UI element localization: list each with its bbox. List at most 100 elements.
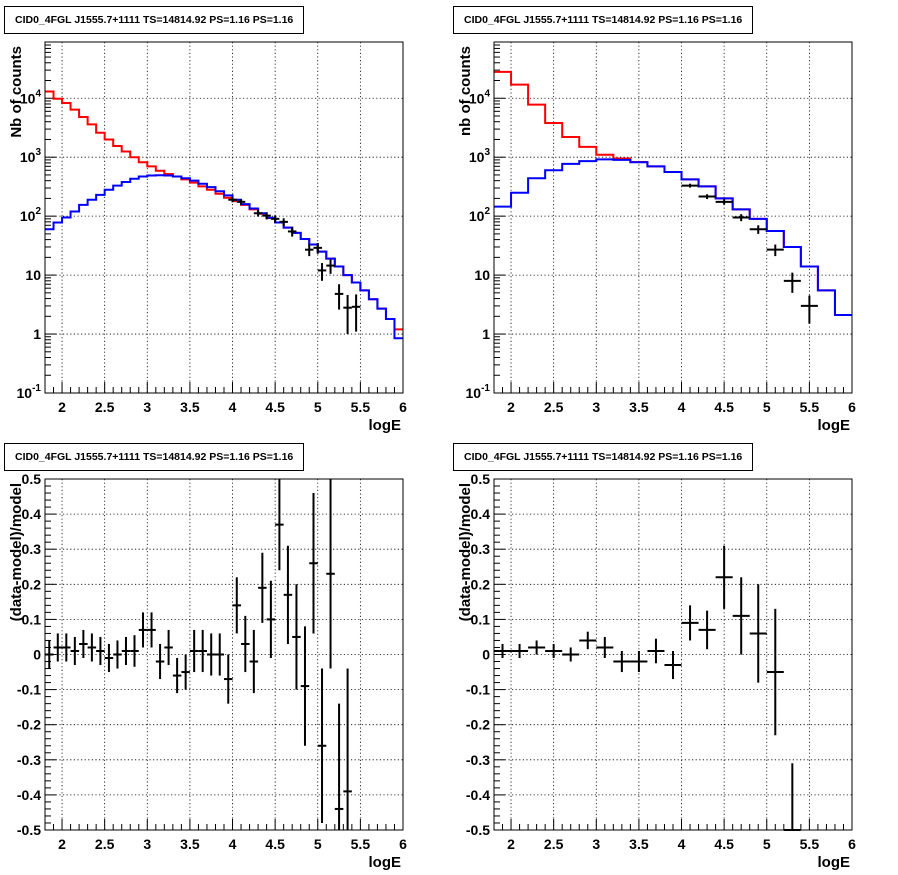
x-tick-label: 2.5	[95, 399, 115, 415]
data-point	[283, 545, 293, 644]
data-point	[236, 199, 246, 205]
y-tick-label: 10-1	[17, 383, 42, 401]
chart-title: CID0_4FGL J1555.7+1111 TS=14814.92 PS=1.…	[4, 443, 305, 471]
data-point	[53, 633, 63, 662]
x-tick-label: 2	[507, 399, 515, 415]
data-point	[766, 244, 784, 257]
y-tick-label: 103	[469, 147, 491, 165]
chart-svg: 2 2.5 3 3.5 4 4.5 5 5.5 6 -0.5 -0.4 -0.3 -0.2 -0.1 0 0.…	[457, 471, 856, 871]
x-tick-label: 4	[678, 399, 686, 415]
data-point	[317, 668, 327, 823]
data-point	[113, 640, 122, 669]
y-tick-label: 0.5	[471, 471, 491, 487]
data-point	[326, 479, 335, 669]
y-tick-label: 0.3	[22, 541, 42, 557]
data-point	[630, 650, 648, 673]
x-tick-label: 4.5	[265, 836, 285, 852]
data-point	[783, 272, 801, 293]
data-point	[334, 703, 344, 830]
data-point	[545, 643, 563, 659]
y-axis-label: nb of counts	[457, 46, 474, 136]
y-tick-label: 0	[33, 647, 41, 663]
data-point	[732, 214, 750, 222]
data-point	[253, 210, 263, 217]
y-tick-label: 0.3	[471, 541, 491, 557]
y-axis-label: Nb of counts	[8, 46, 25, 138]
y-axis-label: (data-model)/model	[8, 483, 25, 621]
panel-bottom-right: CID0_4FGL J1555.7+1111 TS=14814.92 PS=1.…	[449, 437, 898, 874]
x-tick-label: 5.5	[800, 836, 820, 852]
x-tick-label: 5.5	[351, 836, 371, 852]
x-axis-label: logE	[369, 854, 402, 871]
x-tick-label: 4	[229, 399, 237, 415]
x-tick-label: 3.5	[180, 836, 200, 852]
x-tick-label: 3.5	[629, 399, 649, 415]
y-tick-label: 1	[482, 326, 490, 342]
data-point	[766, 608, 784, 736]
data-point	[279, 218, 288, 227]
data-point	[304, 244, 314, 257]
panel-bottom-left: CID0_4FGL J1555.7+1111 TS=14814.92 PS=1.…	[0, 437, 449, 874]
y-tick-label: 0.4	[22, 506, 42, 522]
data-point	[647, 638, 665, 664]
plot-area	[494, 42, 852, 393]
data-point	[494, 643, 512, 659]
x-tick-label: 3.5	[180, 399, 200, 415]
data-point	[262, 212, 271, 220]
data-point	[317, 263, 327, 281]
chart-title: CID0_4FGL J1555.7+1111 TS=14814.92 PS=1.…	[4, 6, 305, 34]
data-point	[343, 668, 352, 830]
y-tick-label: 104	[20, 88, 42, 106]
plot-frame	[44, 41, 404, 394]
plot-frame	[44, 478, 404, 831]
data-point	[681, 605, 699, 641]
y-tick-label: 103	[20, 147, 42, 165]
data-point	[258, 552, 267, 623]
x-tick-label: 3	[143, 836, 151, 852]
series-line	[494, 158, 852, 317]
chart-title: CID0_4FGL J1555.7+1111 TS=14814.92 PS=1.…	[453, 443, 754, 471]
plot-frame	[493, 478, 853, 831]
panel-top-left: CID0_4FGL J1555.7+1111 TS=14814.92 PS=1.…	[0, 0, 449, 437]
y-tick-label: -0.5	[466, 822, 490, 838]
data-point	[206, 633, 216, 676]
x-tick-label: 5	[314, 836, 322, 852]
data-point	[511, 643, 529, 659]
x-tick-label: 3	[592, 399, 600, 415]
data-point	[172, 658, 182, 694]
data-point	[275, 479, 284, 571]
x-axis-label: logE	[818, 417, 851, 434]
data-point	[334, 284, 344, 310]
y-tick-label: 1	[33, 326, 41, 342]
chart-svg: 2 2.5 3 3.5 4 4.5 5 5.5 6 -0.5 -0.4 -0.3 -0.2 -0.1 0 0.…	[8, 471, 407, 871]
plot-frame	[493, 41, 853, 394]
y-tick-label: -0.1	[466, 682, 490, 698]
x-axis-label: logE	[818, 854, 851, 871]
data-point	[309, 493, 318, 634]
x-tick-label: 4.5	[714, 399, 734, 415]
data-point	[96, 636, 105, 666]
data-point	[664, 650, 682, 680]
x-tick-label: 2	[58, 836, 66, 852]
data-point	[241, 615, 250, 673]
data-point	[715, 545, 733, 609]
data-point	[613, 650, 631, 673]
data-point	[232, 577, 242, 634]
data-point	[698, 610, 716, 650]
x-tick-label: 6	[848, 836, 856, 852]
data-point	[343, 294, 352, 335]
data-point	[732, 577, 750, 655]
data-point	[181, 654, 190, 690]
x-tick-label: 5	[763, 399, 771, 415]
y-tick-label: 0.1	[22, 611, 42, 627]
x-tick-label: 3.5	[629, 836, 649, 852]
data-point	[198, 629, 207, 673]
x-tick-label: 5	[763, 836, 771, 852]
y-tick-label: 0.2	[22, 576, 42, 592]
data-point	[79, 629, 88, 659]
data-point	[104, 643, 114, 673]
series-line	[45, 174, 403, 340]
data-point	[270, 215, 280, 223]
y-tick-label: -0.3	[17, 752, 41, 768]
data-point	[164, 629, 173, 666]
